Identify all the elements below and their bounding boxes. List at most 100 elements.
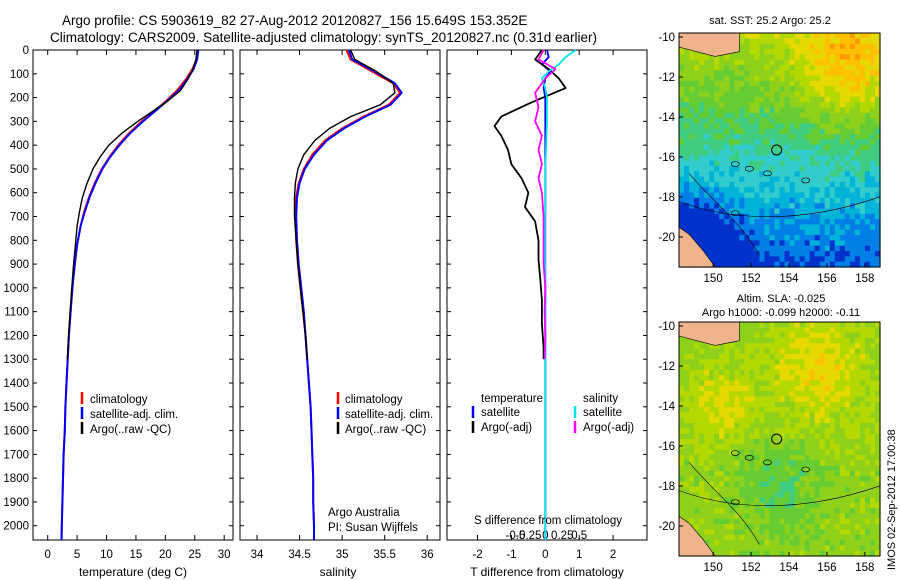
map-cell	[794, 150, 801, 156]
map-cell	[709, 460, 715, 467]
map-cell	[739, 38, 745, 45]
map-cell	[699, 102, 705, 109]
map-cell	[784, 391, 791, 398]
map-cell	[709, 348, 715, 355]
map-cell	[739, 364, 745, 371]
map-cell	[679, 123, 685, 130]
map-cell	[869, 492, 876, 499]
map-cell	[709, 470, 715, 477]
reef-outline	[801, 177, 810, 184]
map-cell	[849, 251, 856, 257]
map-cell	[834, 187, 841, 194]
map-cell	[684, 203, 690, 210]
map-cell	[694, 203, 700, 210]
map-cell	[839, 208, 846, 215]
map-cell	[689, 508, 695, 515]
map-cell	[854, 396, 861, 403]
map-cell	[759, 369, 766, 376]
map-cell	[689, 80, 695, 87]
map-cell	[834, 322, 841, 328]
map-cell	[819, 348, 826, 355]
map-cell	[734, 219, 740, 226]
map-cell	[759, 64, 766, 71]
map-cell	[724, 123, 730, 130]
map-cell	[804, 155, 811, 162]
map-cell	[734, 359, 740, 366]
map-cell	[724, 240, 730, 247]
map-cell	[714, 192, 720, 199]
map-cell	[719, 444, 725, 451]
map-cell	[729, 181, 735, 188]
map-cell	[774, 171, 781, 178]
map-cell	[829, 245, 836, 252]
map-cell	[734, 187, 740, 194]
map-cell	[734, 364, 740, 371]
map-cell	[849, 337, 856, 344]
map-cell	[799, 107, 806, 114]
map-cell	[834, 492, 841, 499]
map-cell	[864, 33, 871, 39]
map-cell	[799, 412, 806, 419]
map-cell	[784, 502, 791, 509]
map-cell	[709, 433, 715, 440]
map-cell	[744, 534, 750, 541]
map-cell	[679, 219, 685, 226]
map-cell	[699, 412, 705, 419]
map-cell	[719, 492, 725, 499]
map-cell	[819, 412, 826, 419]
map-cell	[844, 245, 851, 252]
map-cell	[849, 508, 856, 515]
map-cell	[689, 460, 695, 467]
map-cell	[714, 353, 720, 360]
map-cell	[689, 518, 695, 525]
map-cell	[819, 251, 826, 257]
map-cell	[874, 417, 881, 424]
map-cell	[819, 545, 826, 552]
map-cell	[724, 261, 730, 268]
map-cell	[714, 256, 720, 263]
map-cell	[689, 75, 695, 82]
map-cell	[719, 171, 725, 178]
map-cell	[729, 176, 735, 183]
map-cell	[719, 454, 725, 461]
map-cell	[874, 144, 881, 151]
map-cell	[874, 375, 881, 382]
map-cell	[794, 343, 801, 350]
map-cell	[824, 139, 831, 146]
map-cell	[719, 359, 725, 366]
map-cell	[704, 486, 710, 493]
map-cell	[724, 428, 730, 435]
map-cell	[874, 235, 881, 242]
map-cell	[754, 235, 761, 242]
map-cell	[719, 251, 725, 257]
map-cell	[819, 54, 826, 61]
map-cell	[739, 192, 745, 199]
map-cell	[829, 139, 836, 146]
map-cell	[739, 208, 745, 215]
map-cell	[719, 486, 725, 493]
map-cell	[709, 171, 715, 178]
map-cell	[804, 359, 811, 366]
map-cell	[819, 428, 826, 435]
map-cell	[734, 181, 740, 188]
map-cell	[849, 348, 856, 355]
map-cell	[834, 192, 841, 199]
map-cell	[764, 433, 771, 440]
map-cell	[754, 112, 761, 119]
map-cell	[684, 155, 690, 162]
map-cell	[819, 353, 826, 360]
map-cell	[759, 54, 766, 61]
map-cell	[729, 160, 735, 167]
map-cell	[734, 497, 740, 504]
map-cell	[874, 229, 881, 236]
legend-header-salinity: salinity	[583, 393, 618, 405]
map-cell	[679, 439, 685, 445]
map-cell	[804, 364, 811, 371]
map-cell	[789, 144, 796, 151]
map-cell	[809, 219, 816, 226]
map-cell	[809, 134, 816, 140]
map-cell	[844, 187, 851, 194]
map-cell	[784, 91, 791, 98]
org-label: Argo Australia	[328, 507, 400, 519]
map-cell	[754, 261, 761, 268]
